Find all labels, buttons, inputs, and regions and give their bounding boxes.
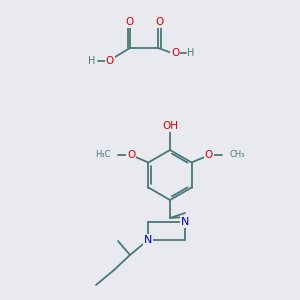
Text: OH: OH	[162, 121, 178, 131]
Text: H₃C: H₃C	[95, 150, 110, 159]
Text: N: N	[144, 235, 152, 245]
Text: N: N	[181, 217, 189, 227]
Text: O: O	[171, 48, 179, 58]
Text: H: H	[88, 56, 96, 66]
Text: H: H	[187, 48, 195, 58]
Text: O: O	[127, 149, 136, 160]
Text: O: O	[205, 149, 213, 160]
Text: O: O	[155, 17, 163, 27]
Text: O: O	[106, 56, 114, 66]
Text: CH₃: CH₃	[230, 150, 245, 159]
Text: O: O	[125, 17, 133, 27]
